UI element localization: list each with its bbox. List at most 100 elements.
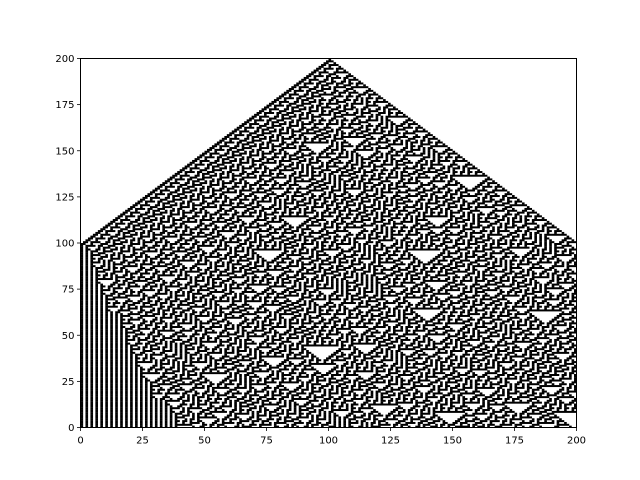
automaton-cell-run xyxy=(244,204,252,207)
automaton-cell-run xyxy=(288,163,294,166)
automaton-cell-run xyxy=(358,290,361,293)
automaton-cell-run xyxy=(546,281,552,284)
automaton-cell-run xyxy=(259,237,262,240)
automaton-cell-run xyxy=(561,244,572,247)
automaton-cell-run xyxy=(211,178,215,181)
automaton-cell-run xyxy=(174,298,180,301)
automaton-cell-run xyxy=(246,156,252,159)
automaton-cell-run xyxy=(497,183,500,186)
automaton-cell-run xyxy=(363,147,366,150)
automaton-cell-run xyxy=(509,239,518,242)
automaton-cell-run xyxy=(298,209,302,212)
automaton-cell-run xyxy=(296,270,302,273)
automaton-cell-run xyxy=(489,314,495,317)
automaton-cell-run xyxy=(395,198,404,201)
automaton-cell-run xyxy=(442,237,451,240)
automaton-cell-run xyxy=(130,292,133,295)
automaton-cell-run xyxy=(216,182,220,185)
automaton-cell-run xyxy=(338,263,342,266)
automaton-cell-run xyxy=(256,134,265,137)
automaton-cell-run xyxy=(142,296,146,299)
automaton-cell-run xyxy=(137,327,151,330)
automaton-cell-run xyxy=(482,278,488,281)
automaton-cell-run xyxy=(412,266,416,269)
automaton-cell-run xyxy=(507,217,510,220)
automaton-cell-run xyxy=(363,206,374,209)
automaton-cell-run xyxy=(276,261,287,264)
automaton-cell-run xyxy=(432,158,436,161)
automaton-cell-run xyxy=(338,259,342,262)
automaton-cell-run xyxy=(268,313,272,316)
automaton-cell-run xyxy=(85,298,89,301)
automaton-cell-run xyxy=(338,183,342,186)
automaton-cell-run xyxy=(395,165,399,168)
automaton-cell-run xyxy=(385,257,394,260)
automaton-cell-run xyxy=(388,290,396,293)
automaton-cell-run xyxy=(447,263,453,266)
automaton-cell-run xyxy=(216,259,223,262)
automaton-cell-run xyxy=(427,246,431,249)
automaton-cell-run xyxy=(229,198,237,201)
automaton-cell-run xyxy=(264,298,267,301)
automaton-cell-run xyxy=(499,279,510,282)
automaton-cell-run xyxy=(435,300,438,303)
automaton-cell-run xyxy=(516,326,520,329)
automaton-cell-run xyxy=(251,254,255,257)
automaton-cell-run xyxy=(182,215,188,218)
automaton-cell-run xyxy=(256,244,262,247)
automaton-cell-run xyxy=(318,305,327,308)
automaton-cell-run xyxy=(335,132,339,135)
automaton-cell-run xyxy=(554,244,557,247)
automaton-cell-run xyxy=(308,261,314,264)
automaton-cell-run xyxy=(286,287,294,290)
automaton-cell-run xyxy=(348,320,351,323)
automaton-cell-run xyxy=(383,222,391,225)
automaton-cell-run xyxy=(286,143,294,146)
automaton-cell-run xyxy=(397,257,411,260)
automaton-cell-run xyxy=(276,134,282,137)
automaton-cell-run xyxy=(348,193,351,196)
automaton-cell-run xyxy=(231,265,235,268)
automaton-cell-run xyxy=(177,322,193,325)
automaton-cell-run xyxy=(273,159,277,162)
automaton-cell-run xyxy=(110,327,113,330)
automaton-cell-run xyxy=(516,244,520,247)
automaton-cell-run xyxy=(373,248,384,251)
automaton-cell-run xyxy=(507,292,510,295)
automaton-cell-run xyxy=(85,250,89,253)
automaton-cell-run xyxy=(343,276,354,279)
automaton-cell-run xyxy=(405,215,409,218)
automaton-cell-run xyxy=(338,174,351,177)
automaton-cell-run xyxy=(288,185,292,188)
automaton-cell-run xyxy=(388,143,404,146)
automaton-cell-run xyxy=(509,270,515,273)
automaton-cell-run xyxy=(159,239,163,242)
automaton-cell-run xyxy=(378,200,381,203)
automaton-cell-run xyxy=(105,294,113,297)
automaton-cell-run xyxy=(531,302,535,305)
automaton-cell-run xyxy=(432,191,443,194)
automaton-cell-run xyxy=(539,265,542,268)
automaton-cell-run xyxy=(102,261,106,264)
automaton-cell-run xyxy=(313,276,319,279)
automaton-cell-run xyxy=(177,248,180,251)
automaton-cell-run xyxy=(358,296,366,299)
automaton-cell-run xyxy=(219,174,223,177)
automaton-cell-run xyxy=(430,243,436,245)
automaton-cell-run xyxy=(544,241,547,244)
automaton-cell-run xyxy=(135,202,141,205)
automaton-cell-run xyxy=(395,305,404,308)
automaton-cell-run xyxy=(142,294,148,297)
automaton-cell-run xyxy=(380,268,394,271)
automaton-cell-run xyxy=(266,261,275,264)
automaton-cell-run xyxy=(291,316,297,319)
automaton-cell-run xyxy=(497,230,510,233)
automaton-cell-run xyxy=(281,193,287,196)
automaton-cell-run xyxy=(390,230,396,233)
automaton-cell-run xyxy=(534,217,537,220)
automaton-cell-run xyxy=(338,65,342,68)
automaton-cell-run xyxy=(254,195,257,198)
automaton-cell-run xyxy=(174,316,178,319)
automaton-cell-run xyxy=(326,161,332,164)
automaton-cell-run xyxy=(281,239,289,242)
